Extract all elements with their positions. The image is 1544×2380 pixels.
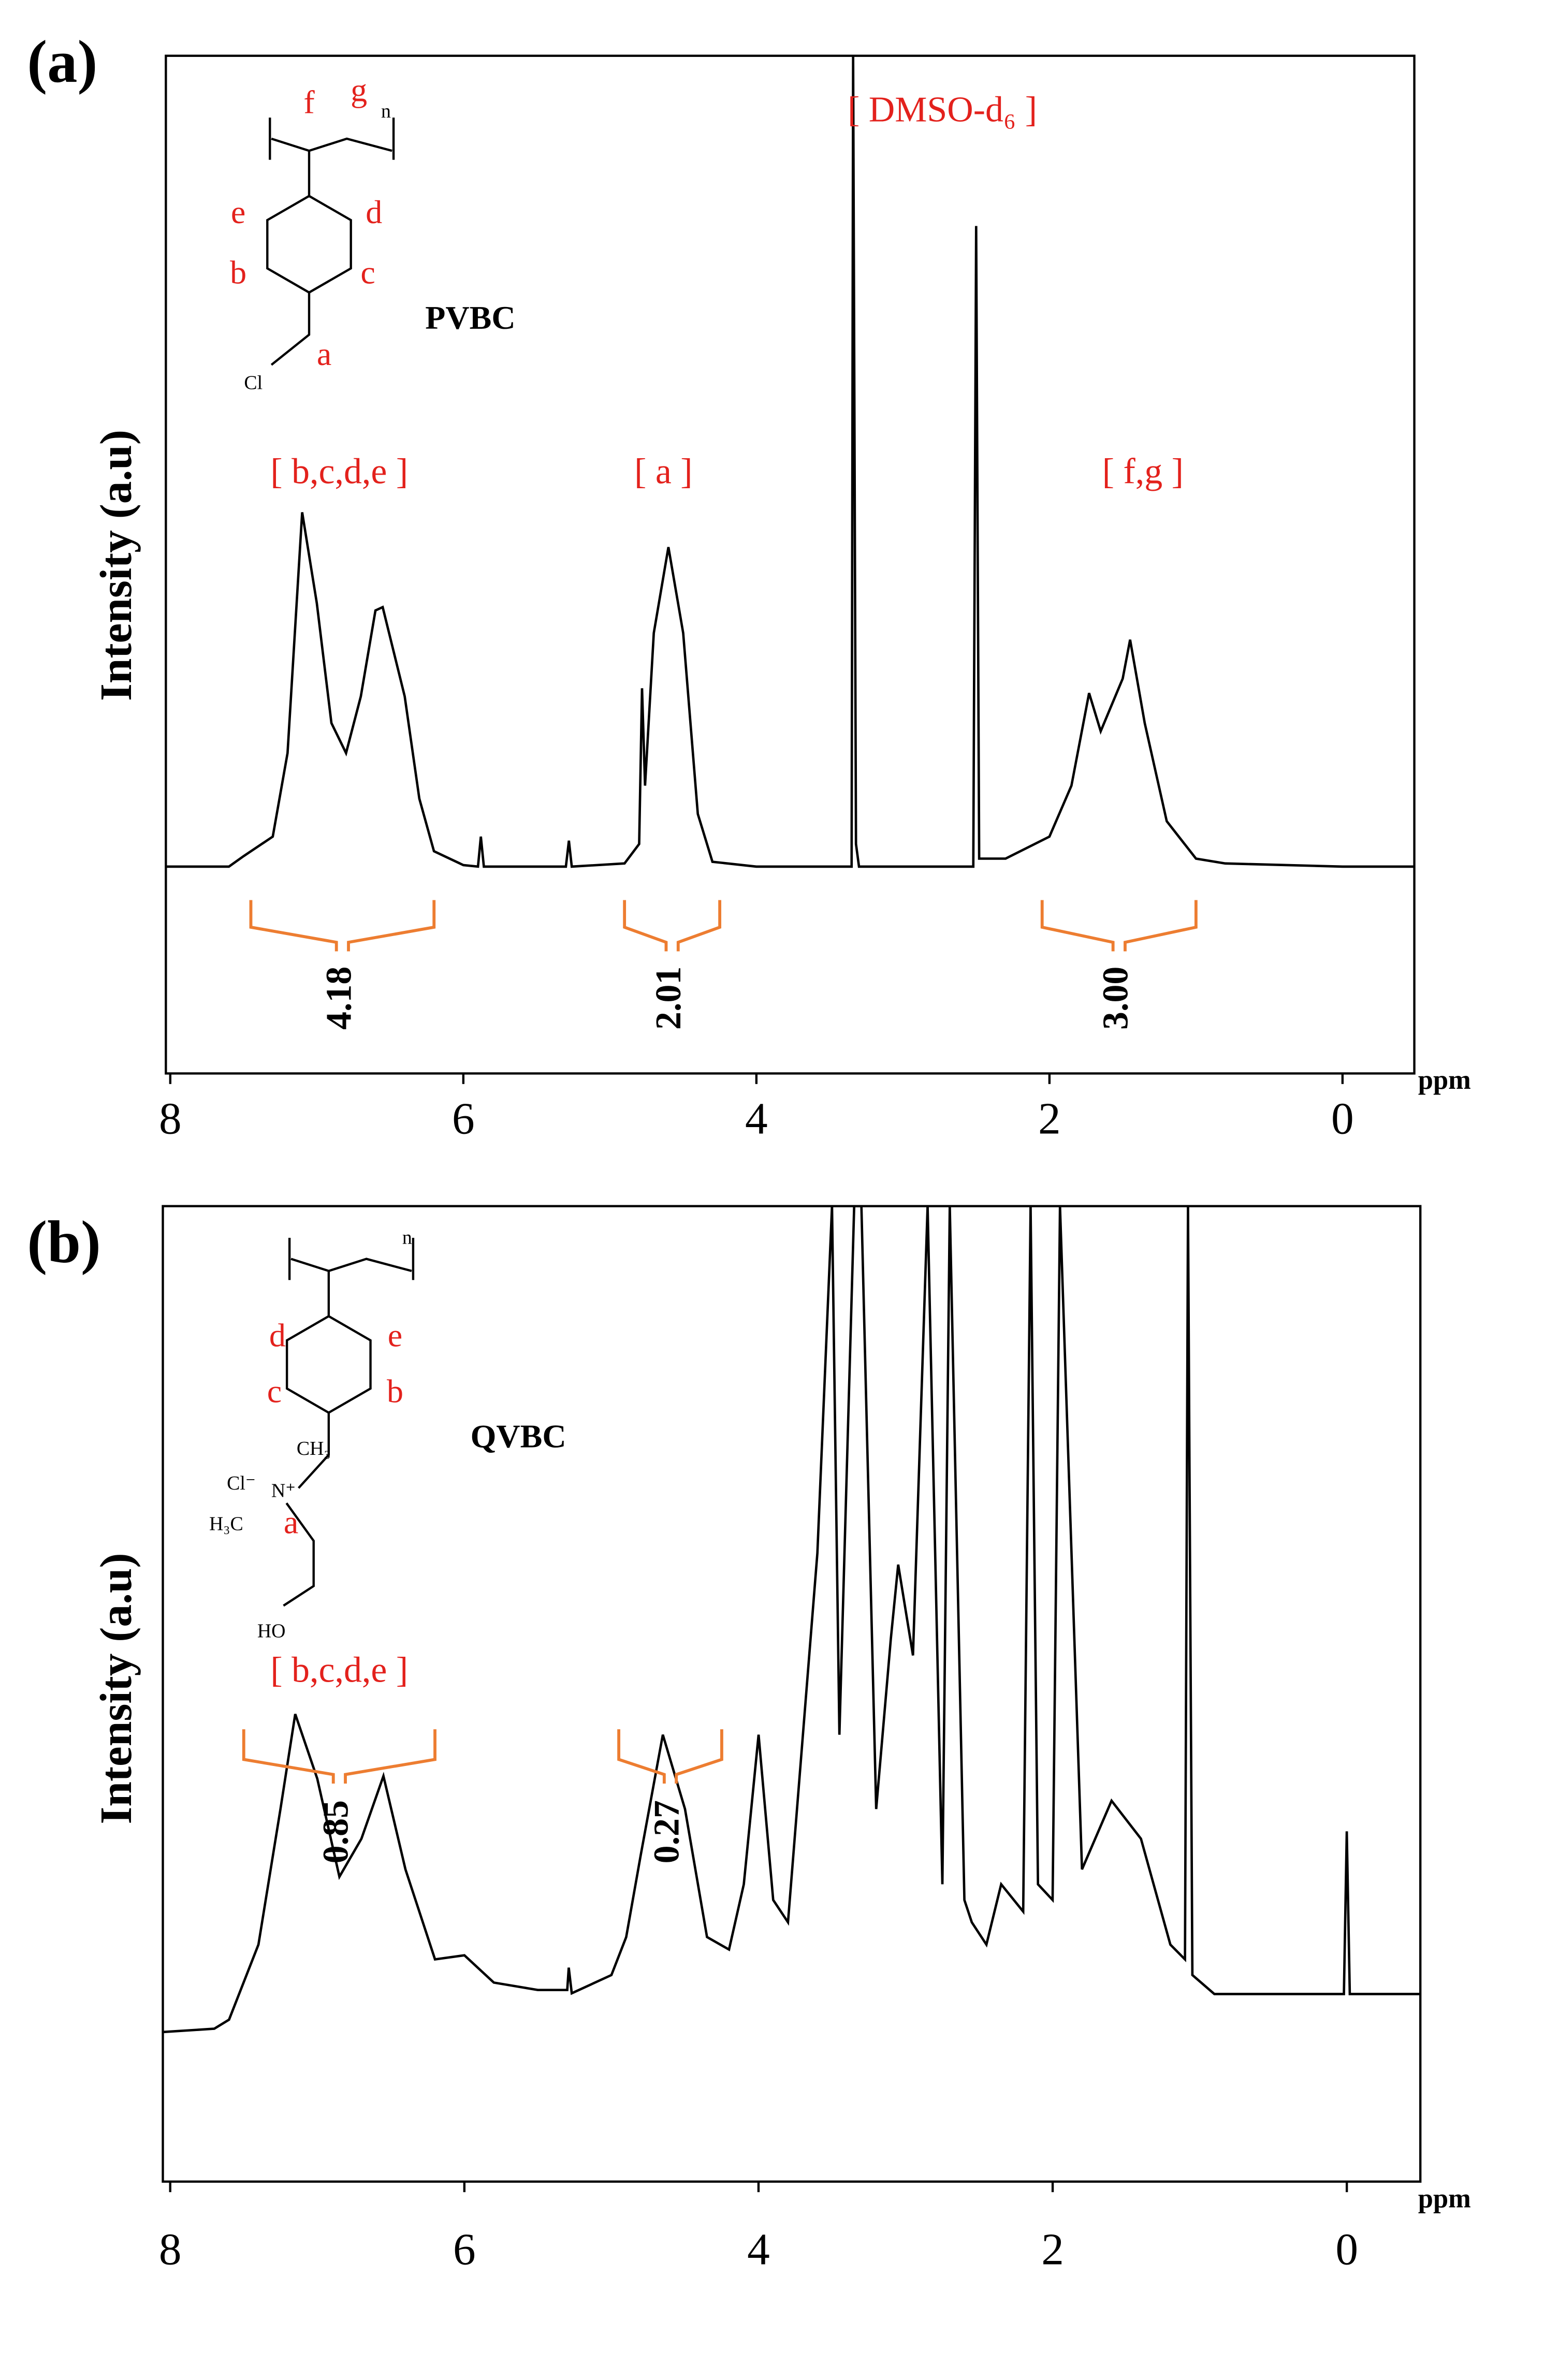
structure-label: c <box>267 1372 282 1409</box>
x-tick-label: 0 <box>1335 2224 1358 2274</box>
peak-label: [ f,g ] <box>1102 451 1184 491</box>
structure-label: n <box>402 1226 412 1248</box>
panel-label: (a) <box>27 28 97 95</box>
peak-label: [ b,c,d,e ] <box>270 1650 408 1690</box>
spectrum-line <box>163 1206 1421 2034</box>
peak-label: [ DMSO-d₆ ] <box>848 90 1037 129</box>
plot-frame <box>162 1205 1422 2183</box>
benzene-ring <box>285 1315 372 1414</box>
integral-bracket <box>1040 900 1198 952</box>
y-axis-label: Intensity (a.u) <box>91 1553 141 1824</box>
integral-bracket <box>249 900 436 952</box>
integral-bracket <box>242 1729 436 1784</box>
structure-label: g <box>351 71 367 108</box>
structure-label: f <box>303 84 315 121</box>
structure-label: Cl <box>244 372 263 393</box>
x-tick-label: 2 <box>1038 1093 1061 1144</box>
structure-label: c <box>360 254 375 291</box>
integral-label: 0.27 <box>647 1800 687 1863</box>
structure-label: Cl⁻ <box>227 1472 256 1494</box>
integral-label: 0.85 <box>316 1800 356 1863</box>
integral-label: 3.00 <box>1096 967 1135 1030</box>
peak-label: [ a ] <box>634 451 693 491</box>
x-tick-label: 4 <box>745 1093 768 1144</box>
x-tick-label: 8 <box>159 1093 182 1144</box>
x-axis-label: ppm <box>1418 1065 1471 1095</box>
peak-label: [ b,c,d,e ] <box>270 451 408 491</box>
structure-label: b <box>387 1372 403 1409</box>
x-tick-label: 0 <box>1331 1093 1354 1144</box>
structure-label: d <box>366 194 382 230</box>
structure-label: d <box>269 1317 286 1354</box>
plot-frame <box>165 54 1416 1075</box>
integral-bracket <box>623 900 722 952</box>
structure-label: n <box>381 100 391 122</box>
x-tick-label: 6 <box>453 2224 476 2274</box>
x-tick-label: 6 <box>452 1093 475 1144</box>
structure-label: e <box>388 1317 402 1354</box>
panel-label: (b) <box>27 1209 100 1276</box>
structure-name: PVBC <box>425 299 515 336</box>
structure-label: e <box>231 194 245 230</box>
structure-name: QVBC <box>471 1418 566 1455</box>
structure-label: a <box>317 335 331 372</box>
benzene-ring <box>266 195 352 294</box>
structure-label: CH₃ <box>297 1438 331 1459</box>
integral-label: 2.01 <box>649 967 689 1030</box>
structure-label: b <box>230 254 246 291</box>
ring-bonds <box>283 1237 415 1607</box>
spectrum-line <box>166 55 1415 868</box>
structure-label: H₃C <box>209 1513 243 1535</box>
structure-label: HO <box>257 1620 286 1642</box>
x-axis-label: ppm <box>1418 2184 1471 2214</box>
structure-label: N⁺ <box>271 1480 296 1502</box>
x-tick-label: 8 <box>159 2224 182 2274</box>
integral-label: 4.18 <box>319 967 359 1030</box>
structure-label: a <box>284 1504 298 1541</box>
ring-bonds <box>269 118 395 366</box>
y-axis-label: Intensity (a.u) <box>91 430 141 701</box>
integral-bracket <box>617 1729 723 1784</box>
x-tick-label: 4 <box>747 2224 770 2274</box>
x-tick-label: 2 <box>1041 2224 1064 2274</box>
